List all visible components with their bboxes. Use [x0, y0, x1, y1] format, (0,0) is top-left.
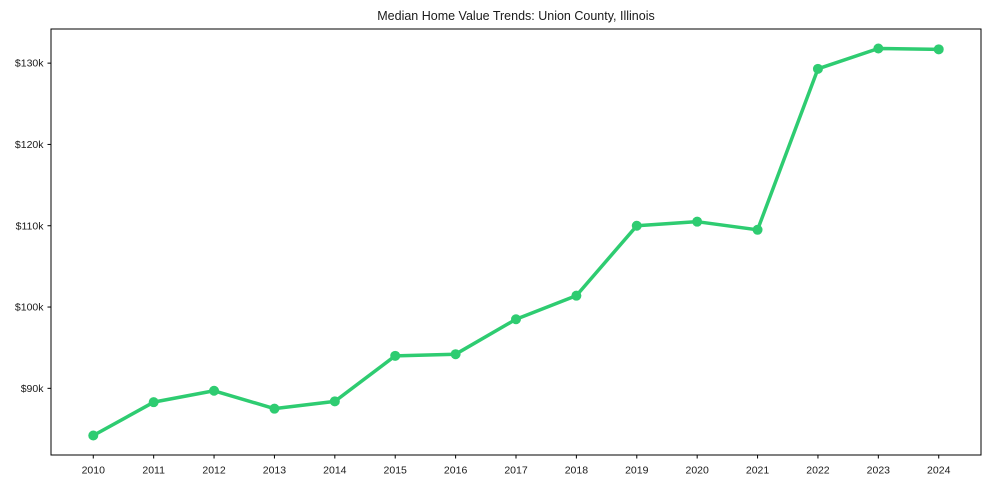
data-point-2019 [631, 220, 642, 231]
x-tick-label: 2010 [82, 465, 106, 477]
x-tick-label: 2012 [202, 465, 226, 477]
data-point-2023 [873, 43, 884, 54]
x-tick-label: 2020 [685, 465, 709, 477]
y-tick-label: $120k [15, 139, 44, 151]
y-tick-label: $90k [21, 383, 45, 395]
trend-line [91, 46, 941, 438]
x-tick-label: 2018 [565, 465, 589, 477]
data-point-2021 [752, 224, 763, 235]
data-point-2016 [450, 349, 461, 360]
data-point-2015 [390, 350, 401, 361]
data-point-2018 [571, 290, 582, 301]
x-tick-label: 2013 [263, 465, 287, 477]
plot-frame [50, 28, 982, 456]
x-tick-label: 2021 [746, 465, 770, 477]
data-point-2010 [88, 430, 99, 441]
data-point-2024 [933, 44, 944, 55]
x-tick-label: 2016 [444, 465, 468, 477]
x-tick-label: 2017 [504, 465, 528, 477]
x-tick-label: 2015 [384, 465, 408, 477]
y-tick-label: $100k [15, 302, 44, 314]
x-tick-label: 2022 [806, 465, 830, 477]
x-tick-label: 2014 [323, 465, 347, 477]
data-point-2022 [812, 63, 823, 74]
data-point-2017 [511, 314, 521, 325]
x-tick-label: 2024 [927, 465, 951, 477]
data-point-2012 [209, 385, 220, 396]
axes-layer: $90k $100k $110k $120k $130k 2010 2011 2012 2013… [15, 28, 982, 477]
data-point-2011 [148, 397, 159, 408]
x-tick-label: 2023 [867, 465, 891, 477]
y-tick-label: $110k [16, 220, 45, 232]
chart-title: Median Home Value Trends: Union County, … [377, 9, 654, 23]
y-tick-label: $130k [15, 58, 44, 70]
data-point-2020 [692, 216, 703, 227]
x-tick-label: 2019 [625, 465, 649, 477]
trend-line-series [88, 43, 944, 441]
data-point-2014 [329, 396, 340, 407]
data-point-2013 [269, 403, 280, 414]
x-tick-label: 2011 [142, 465, 165, 477]
